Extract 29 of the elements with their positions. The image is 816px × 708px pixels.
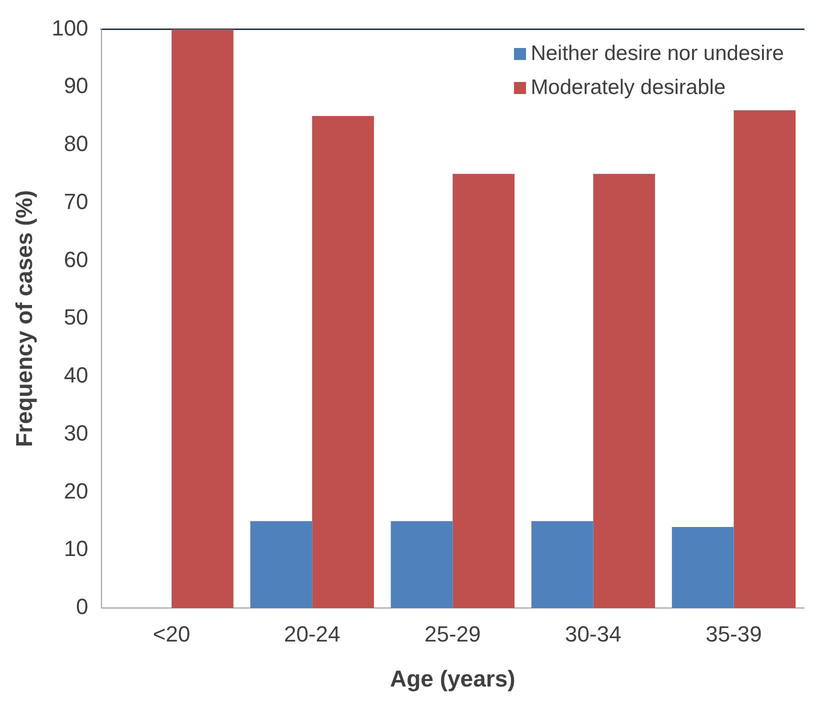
- bar: [452, 174, 514, 608]
- bar: [250, 521, 312, 608]
- bar: [172, 29, 234, 608]
- y-tick-label: 40: [64, 362, 88, 388]
- legend-label: Neither desire nor undesire: [530, 41, 784, 68]
- bar: [734, 110, 796, 608]
- y-tick-label: 20: [64, 478, 88, 504]
- x-axis-title: Age (years): [390, 666, 516, 692]
- legend-label: Moderately desirable: [530, 75, 726, 102]
- bar: [593, 174, 656, 608]
- y-tick-label: 90: [64, 73, 88, 98]
- y-tick-label: 30: [64, 420, 88, 446]
- x-tick-label: <20: [152, 621, 190, 646]
- x-tick-label: 30-34: [565, 621, 622, 646]
- x-tick-label: 25-29: [424, 621, 481, 646]
- bar: [531, 521, 594, 608]
- x-tick-label: 20-24: [284, 621, 340, 646]
- y-tick-label: 100: [52, 15, 88, 40]
- bar: [312, 116, 374, 608]
- bar: [390, 521, 453, 608]
- y-tick-label: 60: [64, 246, 88, 272]
- y-tick-label: 50: [64, 304, 88, 330]
- y-tick-label: 70: [64, 188, 88, 214]
- x-tick-label: 35-39: [706, 621, 762, 646]
- y-tick-label: 10: [64, 536, 88, 562]
- y-axis-title: Frequency of cases (%): [11, 190, 38, 448]
- y-tick-label: 80: [64, 131, 88, 156]
- bar: [672, 526, 734, 608]
- y-tick-label: 0: [76, 594, 88, 620]
